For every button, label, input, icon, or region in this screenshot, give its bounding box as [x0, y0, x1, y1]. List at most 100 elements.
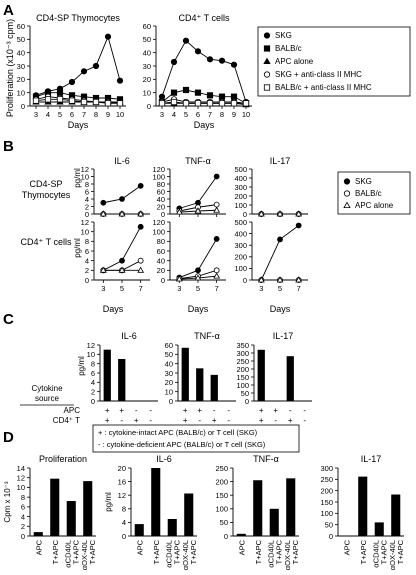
y-tick-label: 16 [118, 477, 126, 486]
chart-title: CD4⁺ T cells [179, 13, 230, 23]
x-tick-label-part: αOX-40L [388, 540, 397, 570]
legend-label: BALB/c [355, 189, 382, 198]
x-tick-label: T+APC [51, 539, 60, 564]
data-point [68, 78, 76, 86]
legend-marker [263, 45, 271, 52]
x-tick-label-part: T+APC [379, 539, 388, 564]
y-tick-label: 8 [85, 180, 89, 189]
data-point [213, 206, 221, 213]
y-tick-label: 10 [81, 172, 89, 181]
data-point [295, 222, 302, 229]
legend-marker [263, 84, 271, 91]
cd4t-condition-sign: + [212, 416, 217, 425]
bar [236, 533, 246, 536]
data-point [213, 272, 221, 279]
y-tick-label: 60 [165, 341, 173, 350]
panel-label-b: B [3, 138, 14, 155]
y-tick-label: 60 [143, 22, 151, 31]
footnote-box [92, 424, 300, 453]
x-tick-label-part: T+APC [254, 539, 263, 564]
row-label-cd4t: CD4⁺ T [53, 416, 80, 425]
data-point [158, 93, 166, 100]
x-tick-label: APC [342, 539, 351, 555]
chart-title: TNF-α [185, 156, 211, 166]
y-tick-label: 0 [161, 276, 165, 285]
bar [196, 368, 204, 401]
x-tick-label-part: αCD40L [63, 540, 72, 568]
y-tick-label: 50 [143, 35, 151, 44]
data-point [182, 100, 190, 107]
cd4t-condition-sign: - [303, 416, 306, 425]
legend-marker [343, 201, 351, 209]
y-tick-label: 0 [243, 276, 247, 285]
data-point [137, 210, 145, 217]
data-point [213, 236, 220, 242]
data-point [213, 267, 220, 274]
data-point [92, 62, 100, 70]
x-tick-label: T+APCαOX-40L [388, 539, 405, 570]
y-axis-label: Cpm x 10⁻³ [3, 481, 12, 522]
bar [374, 522, 384, 536]
x-tick-label: T+APC [359, 539, 368, 564]
chart-title: Proliferation [39, 454, 87, 464]
cytokine-source-label-line1: Cytokine [31, 384, 63, 393]
y-tick-label: 40 [143, 48, 151, 57]
y-tick-label: 2 [85, 266, 89, 275]
panel-a-ylabel: Proliferation (x10⁻³ cpm) [5, 19, 15, 117]
y-tick-label: 10 [81, 227, 89, 236]
chart-title: IL-17 [361, 454, 382, 464]
legend-box [257, 26, 411, 97]
x-tick-label: 3 [34, 110, 38, 119]
legend-marker [343, 190, 351, 197]
bar [118, 359, 126, 401]
y-tick-label: 60 [17, 22, 25, 31]
chart-title: IL-6 [156, 454, 172, 464]
y-tick-label: 12 [118, 491, 126, 500]
legend-marker [263, 32, 271, 39]
condition-rows: + + - -+ - + -+ + - -+ - + -+ + - -+ - + - [105, 406, 307, 425]
x-tick-label: 10 [116, 110, 124, 119]
y-tick-label: 14 [17, 464, 25, 473]
legend-b: SKG BALB/c APC alone [337, 171, 411, 215]
data-point [104, 100, 112, 107]
panel-label-d: D [3, 429, 14, 446]
y-tick-label: 0 [85, 276, 89, 285]
data-point [213, 201, 220, 208]
y-tick-label: 6 [85, 187, 89, 196]
footnote-line2: - : cytokine-deficient APC (BALB/c) or T… [98, 440, 266, 449]
x-tick-label-part: T+APC [189, 539, 198, 564]
apc-condition-sign: - [213, 406, 216, 415]
chart-title: IL-17 [270, 156, 291, 166]
series-line [260, 225, 299, 281]
y-tick-label: 250 [236, 357, 249, 366]
legend-marker [263, 71, 271, 78]
y-tick-label: 20 [157, 266, 165, 275]
x-tick-label: 3 [259, 284, 263, 293]
y-tick-label: 50 [220, 518, 228, 527]
y-tick-label: 20 [17, 75, 25, 84]
apc-condition-sign: - [303, 406, 306, 415]
cd4t-condition-sign: - [274, 416, 277, 425]
chart-title: CD4-SP Thymocytes [36, 13, 120, 23]
y-tick-label: 30 [143, 62, 151, 71]
data-point [99, 210, 107, 217]
x-axis-label: Days [68, 120, 89, 130]
y-tick-label: 350 [236, 341, 249, 350]
bar [50, 478, 60, 536]
y-tick-label: 150 [236, 373, 249, 382]
data-point [182, 86, 190, 94]
y-tick-label: 0 [147, 102, 151, 111]
y-tick-label: 120 [152, 165, 165, 174]
legend-marker [343, 178, 351, 185]
bar [253, 480, 263, 536]
panel-label-c: C [3, 311, 14, 328]
apc-condition-sign: + [273, 406, 278, 415]
y-tick-label: 4 [91, 378, 95, 387]
legend-label: BALB/c [275, 44, 302, 53]
y-tick-label: 12 [81, 165, 89, 174]
data-point [182, 37, 190, 44]
